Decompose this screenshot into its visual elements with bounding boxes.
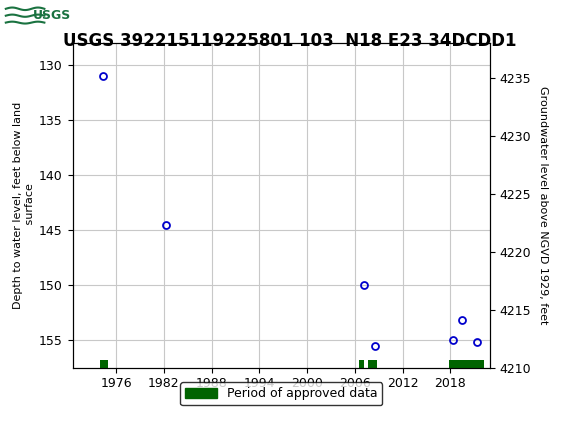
Y-axis label: Depth to water level, feet below land
 surface: Depth to water level, feet below land su… bbox=[13, 102, 35, 309]
Text: USGS 392215119225801 103  N18 E23 34DCDD1: USGS 392215119225801 103 N18 E23 34DCDD1 bbox=[63, 32, 517, 50]
Bar bbox=[100, 360, 108, 368]
Bar bbox=[3, 3, 78, 28]
Legend: Period of approved data: Period of approved data bbox=[180, 382, 382, 405]
Bar bbox=[368, 360, 377, 368]
Bar bbox=[359, 360, 364, 368]
Bar bbox=[449, 360, 484, 368]
Text: USGS: USGS bbox=[33, 9, 71, 22]
Y-axis label: Groundwater level above NGVD 1929, feet: Groundwater level above NGVD 1929, feet bbox=[538, 86, 549, 325]
